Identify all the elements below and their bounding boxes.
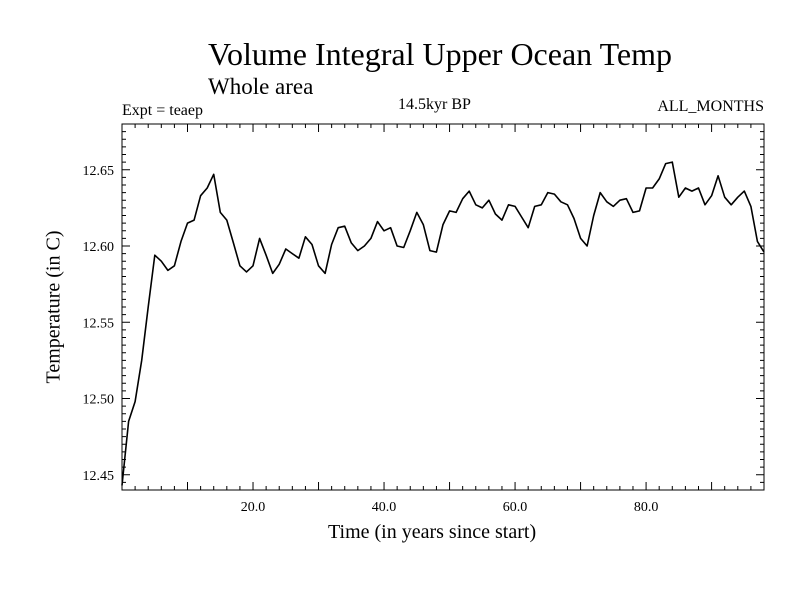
axis-ticks — [122, 124, 764, 490]
x-tick-label: 40.0 — [372, 500, 397, 515]
x-axis-label: Time (in years since start) — [328, 521, 537, 543]
y-tick-label: 12.65 — [83, 164, 115, 179]
x-tick-label: 20.0 — [241, 500, 266, 515]
x-tick-label: 80.0 — [634, 500, 659, 515]
y-tick-label: 12.60 — [83, 240, 115, 255]
y-tick-label: 12.50 — [83, 393, 115, 408]
y-tick-label: 12.45 — [83, 469, 115, 484]
chart-title: Volume Integral Upper Ocean Temp — [208, 36, 672, 72]
plot-frame — [121, 123, 765, 491]
chart-subtitle: Whole area — [208, 74, 314, 99]
series-group — [121, 161, 765, 486]
tick-labels: 20.0 40.0 60.0 80.0 12.45 12.50 12.55 12.60 12.6… — [83, 164, 659, 515]
experiment-label: Expt = teaep — [122, 102, 203, 119]
months-label: ALL_MONTHS — [657, 98, 764, 115]
series-line-temperature — [121, 161, 765, 486]
period-label: 14.5kyr BP — [398, 96, 471, 113]
y-tick-label: 12.55 — [83, 316, 115, 331]
x-tick-label: 60.0 — [503, 500, 528, 515]
